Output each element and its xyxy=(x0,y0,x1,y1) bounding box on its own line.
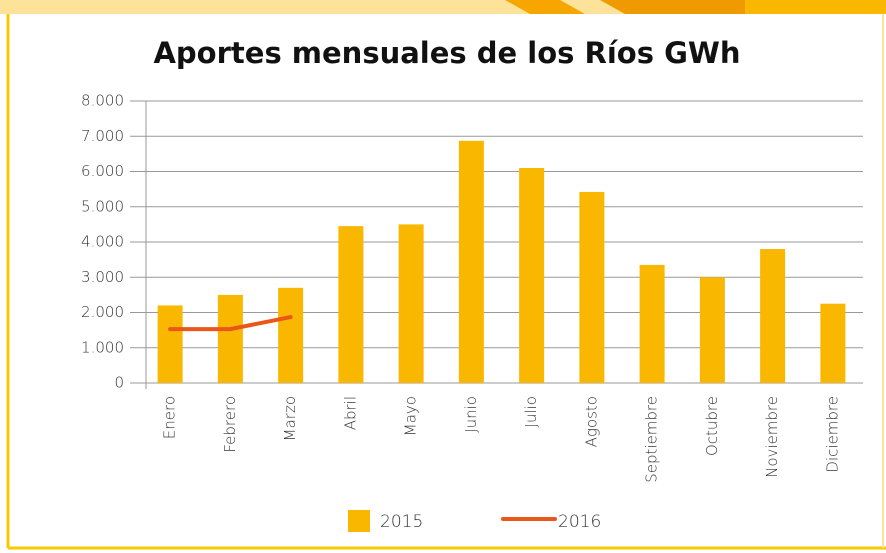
x-tick-label: Julio xyxy=(522,396,540,427)
bar xyxy=(157,305,183,383)
y-tick-label: 6.000 xyxy=(81,162,124,180)
top-stripe-accent xyxy=(600,0,745,14)
y-tick-label: 4.000 xyxy=(81,233,124,251)
bar xyxy=(338,226,364,383)
x-tick-label: Junio xyxy=(462,396,480,433)
bar xyxy=(760,249,786,383)
x-tick-label: Abril xyxy=(341,396,359,430)
y-tick-label: 3.000 xyxy=(81,268,124,286)
bar xyxy=(579,191,605,383)
x-tick-label: Octubre xyxy=(703,396,721,456)
chart-title: Aportes mensuales de los Ríos GWh xyxy=(153,36,740,70)
bar xyxy=(820,303,846,383)
bar xyxy=(398,224,424,383)
y-tick-label: 8.000 xyxy=(81,92,124,110)
x-tick-label: Noviembre xyxy=(763,396,781,478)
x-tick-label: Septiembre xyxy=(643,396,661,483)
legend-label: 2016 xyxy=(558,512,601,532)
top-stripe-accent xyxy=(505,0,585,14)
y-tick-label: 5.000 xyxy=(81,197,124,215)
legend-label: 2015 xyxy=(380,512,423,532)
bar xyxy=(639,264,665,383)
x-tick-label: Marzo xyxy=(281,396,299,441)
x-tick-label: Enero xyxy=(161,396,179,439)
bar xyxy=(458,140,484,383)
top-stripe-accent xyxy=(745,0,886,14)
x-tick-label: Agosto xyxy=(582,396,600,447)
y-tick-label: 2.000 xyxy=(81,303,124,321)
x-tick-label: Febrero xyxy=(221,396,239,453)
bar xyxy=(699,277,725,383)
legend-swatch xyxy=(348,510,370,532)
y-tick-label: 7.000 xyxy=(81,127,124,145)
x-tick-label: Diciembre xyxy=(823,396,841,473)
bar xyxy=(519,167,545,383)
x-tick-label: Mayo xyxy=(402,396,420,436)
line xyxy=(168,315,293,332)
bar xyxy=(278,287,304,383)
bar xyxy=(217,294,243,383)
y-tick-label: 1.000 xyxy=(81,338,124,356)
y-tick-label: 0 xyxy=(114,374,124,392)
